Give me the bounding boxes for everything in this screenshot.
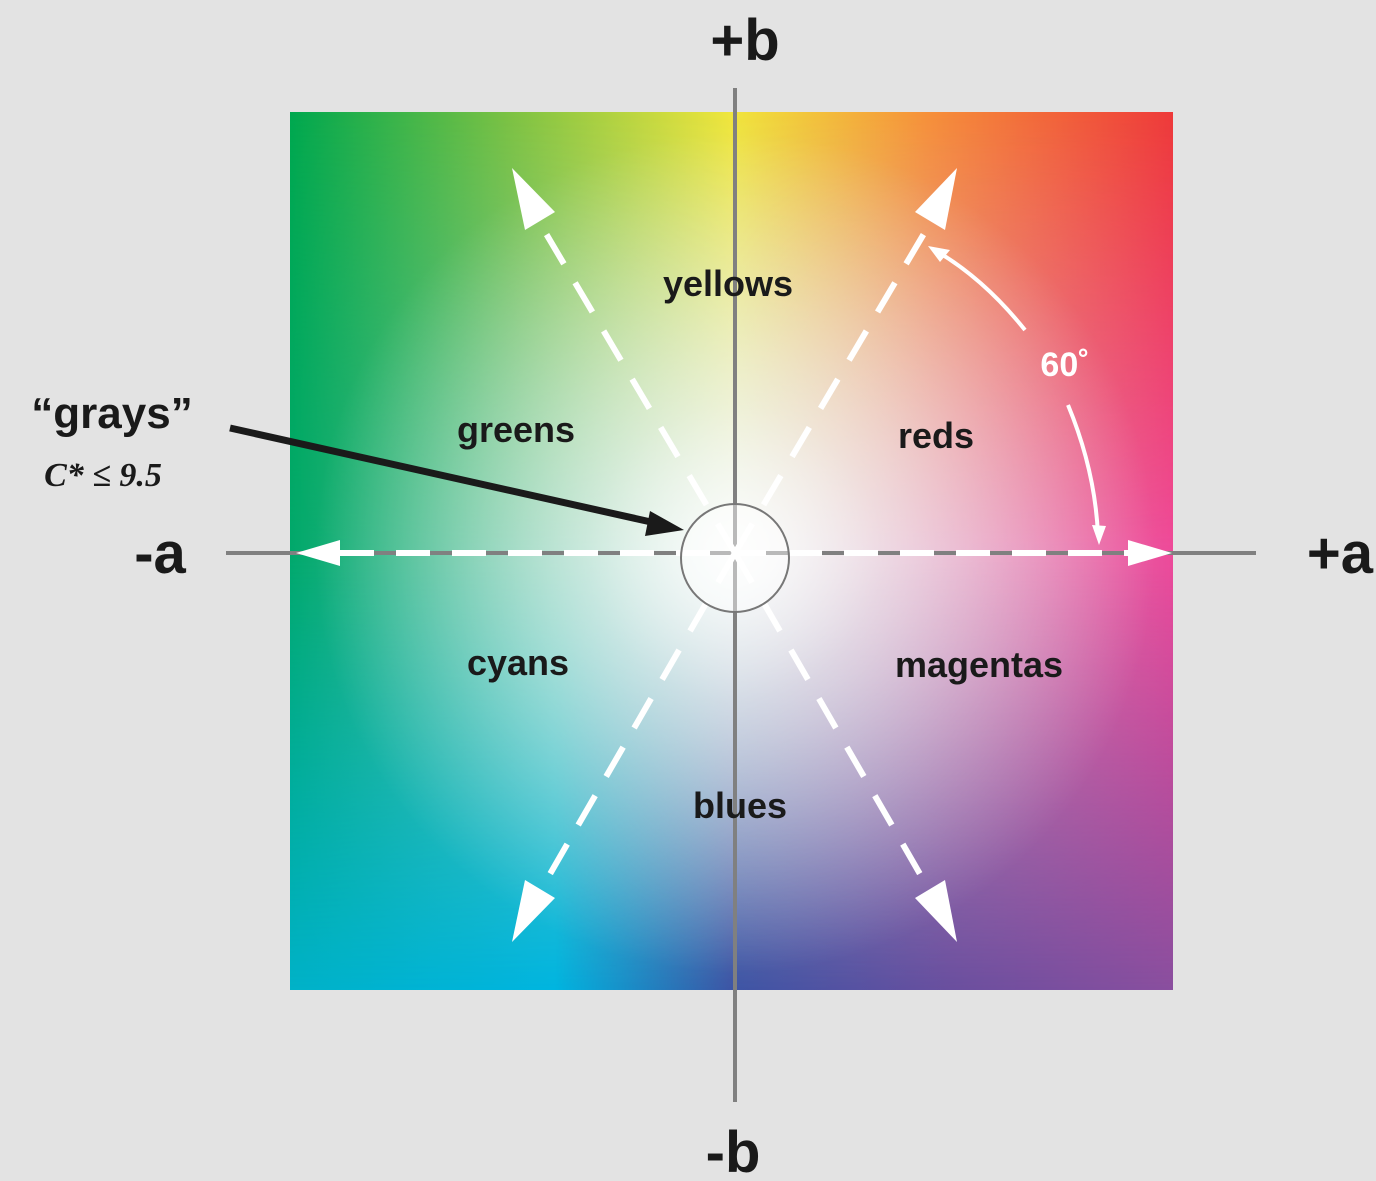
axis-label: +b [710, 8, 779, 73]
gray-circle [680, 503, 790, 613]
region-label: reds [898, 415, 974, 456]
region-label: greens [457, 409, 575, 450]
region-label: yellows [663, 263, 793, 304]
grays-pointer [229, 424, 661, 528]
region-label: blues [693, 785, 787, 826]
arrowheads [296, 168, 1172, 942]
angle-label: 60˚ [1040, 346, 1089, 384]
hue-lines [340, 213, 1130, 902]
arc-head [928, 246, 950, 262]
region-label: magentas [895, 644, 1063, 685]
region-label: cyans [467, 642, 569, 683]
pointer-head [645, 511, 684, 536]
axis-label: +a [1307, 521, 1374, 586]
angle-arc [936, 250, 1100, 536]
grays-label: “grays” [31, 389, 192, 438]
grays-condition: C* ≤ 9.5 [44, 457, 162, 494]
axis-label: -a [134, 521, 186, 586]
axis-label: -b [706, 1120, 761, 1181]
arc-head [1092, 525, 1106, 545]
